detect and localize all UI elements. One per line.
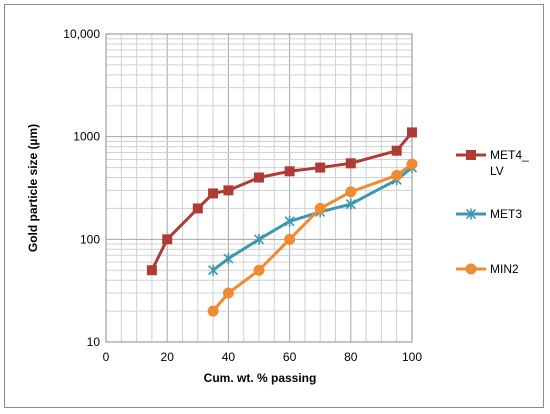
x-tick-label: 20 <box>161 350 175 364</box>
y-axis-title: Gold particle size (µm) <box>26 124 40 252</box>
x-tick-label: 60 <box>283 350 297 364</box>
data-point <box>391 169 403 181</box>
y-tick-label: 100 <box>80 232 100 246</box>
x-tick-label: 80 <box>344 350 358 364</box>
legend-marker <box>466 150 476 160</box>
data-point <box>222 287 234 299</box>
y-tick-labels: 10 100 1000 10,000 <box>63 27 100 349</box>
data-point <box>284 166 295 177</box>
x-tick-label: 0 <box>103 350 110 364</box>
data-point <box>208 188 219 199</box>
x-tick-labels: 0 20 40 60 80 100 <box>103 350 423 364</box>
data-point <box>208 264 219 276</box>
data-point <box>223 253 234 265</box>
legend: MET4_ LV MET3 MIN2 <box>456 148 529 276</box>
x-axis-title: Cum. wt. % passing <box>204 371 317 385</box>
data-point <box>162 234 173 245</box>
data-point <box>253 233 265 245</box>
data-point <box>207 305 219 317</box>
data-point <box>345 198 356 210</box>
legend-marker <box>465 263 477 275</box>
data-point <box>284 233 296 245</box>
data-point <box>192 203 203 214</box>
data-point <box>345 186 357 198</box>
data-point <box>406 158 418 170</box>
data-point <box>254 172 264 183</box>
grid <box>105 33 413 343</box>
data-point <box>345 158 356 169</box>
data-point <box>407 127 417 138</box>
series-line <box>211 162 413 313</box>
data-point <box>284 215 295 227</box>
data-point <box>315 162 326 173</box>
y-tick-label: 10 <box>87 335 101 349</box>
data-point <box>223 185 234 196</box>
x-tick-label: 40 <box>222 350 236 364</box>
data-point <box>146 265 157 276</box>
legend-label: MIN2 <box>490 262 519 276</box>
y-tick-label: 10,000 <box>63 27 100 41</box>
series <box>207 158 418 317</box>
legend-label: MET3 <box>490 207 522 221</box>
data-point <box>391 145 402 156</box>
chart-frame: 10 100 1000 10,000 0 20 40 60 80 100 MET4_ LV MET3… <box>4 4 544 408</box>
series <box>146 127 417 276</box>
legend-label: MET4_ <box>490 148 529 162</box>
x-tick-label: 100 <box>402 350 422 364</box>
plot-border <box>105 33 413 343</box>
series-line <box>212 166 413 272</box>
legend-marker <box>465 208 477 220</box>
data-point <box>253 264 265 276</box>
data-point <box>314 202 326 214</box>
legend-label: LV <box>490 164 504 178</box>
y-tick-label: 1000 <box>73 130 100 144</box>
chart-svg: 10 100 1000 10,000 0 20 40 60 80 100 MET4_ LV MET3… <box>26 27 529 385</box>
series-group <box>146 127 418 317</box>
